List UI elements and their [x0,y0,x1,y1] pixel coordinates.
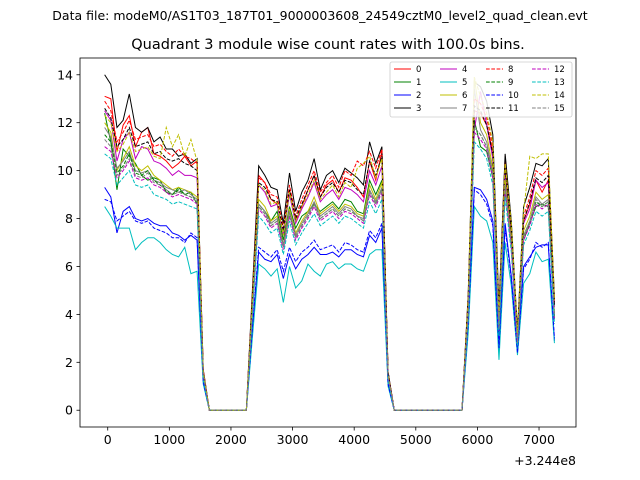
x-tick-label: 6000 [462,432,494,447]
y-tick-label: 8 [65,211,73,226]
legend-label-7: 7 [462,104,467,114]
legend-label-10: 10 [508,91,519,101]
series-line-5 [104,204,555,411]
x-tick-label: 1000 [153,432,185,447]
chart-title: Quadrant 3 module wise count rates with … [131,37,525,53]
series-line-1 [104,113,555,411]
figure-suptitle: Data file: modeM0/AS1T03_187T01_90000036… [52,8,587,23]
series-line-2 [104,186,555,411]
legend-label-0: 0 [416,65,421,75]
series-line-4 [104,91,555,411]
series-line-10 [104,188,555,411]
y-tick-label: 14 [57,67,73,82]
y-tick-label: 10 [57,163,73,178]
legend-label-11: 11 [508,104,519,114]
legend-label-3: 3 [416,104,421,114]
x-offset-label: +3.244e8 [514,453,576,468]
y-tick-label: 6 [65,259,73,274]
series-line-9 [104,126,555,411]
series-line-15 [104,126,555,411]
x-tick-label: 7000 [523,432,555,447]
legend-label-8: 8 [508,65,513,75]
legend-label-4: 4 [462,65,467,75]
x-tick-label: 4000 [338,432,370,447]
legend-label-2: 2 [416,91,421,101]
legend-label-5: 5 [462,78,467,88]
y-tick-label: 0 [65,403,73,418]
x-tick-label: 2000 [215,432,247,447]
legend-label-12: 12 [554,65,565,75]
legend-box [389,61,573,118]
legend-label-13: 13 [554,78,565,88]
axes-frame [79,57,577,428]
series-line-7 [104,89,555,411]
legend-label-15: 15 [554,104,565,114]
series-line-13 [104,140,555,411]
y-tick-label: 4 [65,307,73,322]
y-tick-label: 2 [65,355,73,370]
x-tick-label: 3000 [277,432,309,447]
legend-label-14: 14 [554,91,565,101]
x-tick-label: 0 [104,432,112,447]
y-tick-label: 12 [57,115,73,130]
legend-label-1: 1 [416,78,421,88]
series-line-12 [104,130,555,411]
plot-area: 0 1000 2000 3000 4000 5000 6000 700002468101214… [57,57,577,468]
legend-label-6: 6 [462,91,467,101]
legend-label-9: 9 [508,78,513,88]
x-tick-label: 5000 [400,432,432,447]
